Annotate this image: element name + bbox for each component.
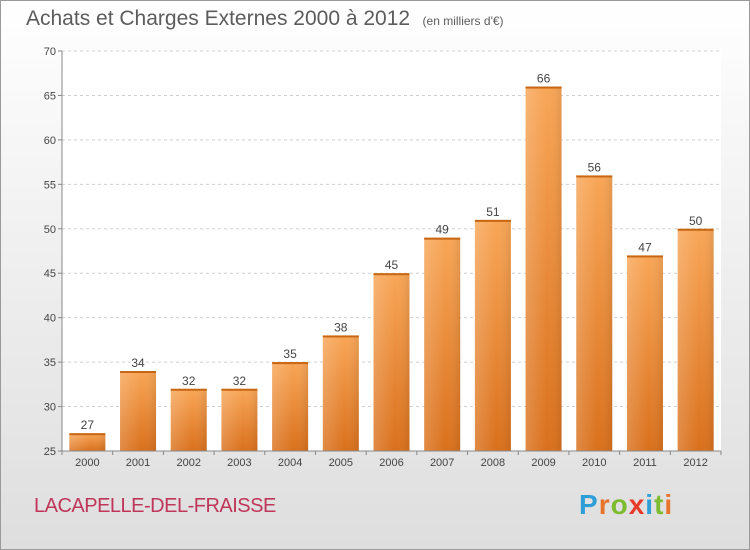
x-tick-label: 2012: [683, 457, 707, 469]
value-label: 35: [283, 347, 297, 361]
x-tick-label: 2011: [633, 457, 657, 469]
logo-letter: o: [610, 489, 629, 520]
bar-shade: [373, 273, 410, 451]
x-tick-label: 2006: [379, 457, 403, 469]
bars: 27 34 32 32 35 38 45 49 51 66 56 47 50: [69, 72, 714, 452]
logo-letter: r: [598, 489, 611, 520]
axes: 25 30 35 40 45 50 55 60 65 70 2000 2001 2002 2003 2004…: [44, 46, 722, 469]
value-label: 38: [334, 320, 348, 334]
logo-letter: P: [579, 489, 599, 520]
bar-top: [120, 371, 157, 373]
y-tick-label: 70: [44, 46, 56, 58]
bar-top: [69, 433, 106, 436]
bar-top: [424, 237, 461, 240]
value-label: 49: [436, 223, 450, 237]
logo-letter: i: [645, 489, 655, 520]
proxiti-logo: Proxiti: [579, 489, 673, 521]
x-tick-label: 2004: [278, 457, 302, 469]
value-label: 45: [385, 258, 399, 272]
bar-shade: [525, 86, 562, 452]
value-label: 47: [638, 240, 652, 254]
y-tick-label: 60: [44, 135, 56, 147]
value-label: 56: [588, 160, 602, 174]
x-tick-label: 2003: [227, 457, 251, 469]
bar-shade: [677, 228, 714, 451]
value-label: 32: [182, 374, 196, 388]
bar-top: [626, 255, 663, 258]
bar-shade: [120, 371, 157, 451]
x-tick-label: 2010: [582, 457, 606, 469]
logo-letter: x: [628, 489, 646, 520]
y-tick-label: 25: [44, 446, 56, 458]
commune-name: LACAPELLE-DEL-FRAISSE: [34, 495, 276, 517]
x-tick-label: 2001: [126, 457, 150, 469]
bar-shade: [576, 175, 613, 451]
bar-shade: [626, 255, 663, 451]
bar-top: [576, 175, 613, 178]
bar-top: [272, 362, 309, 365]
value-label: 51: [486, 205, 500, 219]
bar-top: [525, 86, 562, 89]
bar-top: [170, 388, 207, 391]
y-tick-label: 30: [44, 402, 56, 414]
chart-title: Achats et Charges Externes 2000 à 2012: [26, 7, 411, 30]
bar-shade: [474, 219, 511, 451]
bar-top: [373, 273, 410, 276]
chart-subtitle: (en milliers d'€): [422, 14, 504, 28]
x-tick-label: 2008: [481, 457, 505, 469]
y-tick-label: 65: [44, 90, 56, 102]
bar-shade: [272, 362, 309, 451]
bar-top: [221, 388, 258, 391]
y-tick-label: 45: [44, 268, 56, 280]
logo-letter: i: [664, 489, 674, 520]
x-tick-label: 2007: [430, 457, 454, 469]
bar-shade: [170, 388, 207, 451]
bar-shade: [69, 433, 106, 451]
value-label: 27: [81, 418, 95, 432]
bar-top: [474, 219, 511, 222]
bar-shade: [322, 335, 359, 451]
x-tick-label: 2005: [329, 457, 353, 469]
y-tick-label: 35: [44, 357, 56, 369]
bar-shade: [424, 237, 461, 451]
bar-top: [322, 335, 359, 338]
bar-shade: [221, 388, 258, 451]
y-tick-label: 40: [44, 313, 56, 325]
logo-letter: t: [654, 489, 665, 520]
x-tick-label: 2000: [75, 457, 99, 469]
value-label: 32: [233, 374, 247, 388]
bar-top: [677, 228, 714, 231]
y-tick-label: 55: [44, 179, 56, 191]
value-label: 50: [689, 214, 703, 228]
value-label: 34: [131, 356, 145, 370]
y-tick-label: 50: [44, 224, 56, 236]
x-tick-label: 2009: [531, 457, 555, 469]
chart-header: Achats et Charges Externes 2000 à 2012 (…: [26, 7, 504, 31]
x-tick-label: 2002: [176, 457, 200, 469]
value-label: 66: [537, 72, 551, 86]
